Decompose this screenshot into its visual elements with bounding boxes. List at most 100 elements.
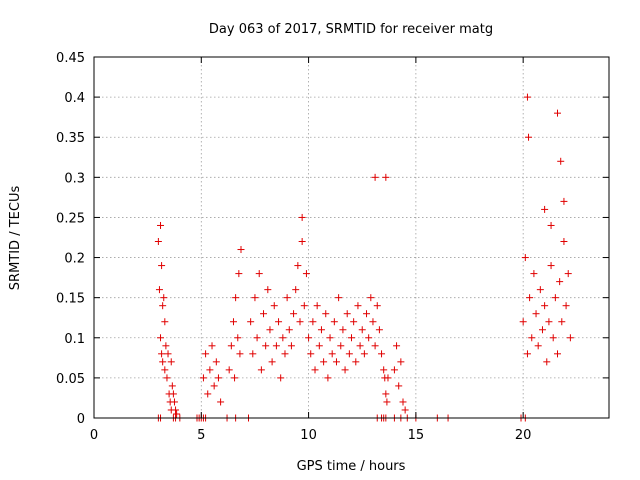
x-tick-label: 20 — [515, 428, 532, 443]
data-point — [296, 318, 304, 326]
data-point — [300, 302, 308, 310]
data-point — [235, 270, 243, 278]
data-point — [532, 310, 540, 318]
data-point — [554, 109, 561, 117]
data-point — [534, 342, 542, 350]
data-point — [365, 334, 373, 342]
data-point — [281, 350, 289, 358]
data-point — [352, 358, 360, 366]
data-point — [390, 366, 398, 374]
data-point — [521, 254, 529, 262]
data-points — [154, 93, 574, 422]
data-point — [397, 358, 405, 366]
data-point — [536, 286, 544, 294]
data-point — [348, 334, 355, 342]
data-point — [268, 358, 276, 366]
data-point — [217, 398, 225, 406]
data-point — [234, 334, 242, 342]
data-point — [229, 318, 237, 326]
data-point — [343, 310, 351, 318]
data-point — [283, 294, 291, 302]
data-point — [538, 326, 546, 334]
x-tick-label: 10 — [300, 428, 317, 443]
data-point — [266, 326, 274, 334]
axis-ticks — [93, 56, 609, 419]
data-point — [285, 326, 293, 334]
data-point — [528, 334, 536, 342]
x-tick-label: 15 — [408, 428, 425, 443]
data-point — [202, 350, 210, 358]
data-point — [384, 374, 392, 382]
data-point — [292, 286, 300, 294]
data-point — [562, 302, 570, 310]
data-point — [557, 157, 565, 165]
data-point — [375, 326, 383, 334]
data-point — [354, 302, 362, 310]
x-tick-label: 0 — [90, 428, 98, 443]
data-point — [294, 262, 302, 270]
data-point — [277, 374, 285, 382]
data-point — [545, 318, 553, 326]
data-point — [212, 358, 220, 366]
data-point — [547, 262, 555, 270]
data-point — [315, 342, 323, 350]
data-point — [232, 294, 240, 302]
data-point — [526, 294, 534, 302]
data-point — [369, 318, 377, 326]
data-point — [270, 302, 278, 310]
data-point — [162, 342, 170, 350]
data-point — [320, 358, 328, 366]
data-point — [225, 366, 233, 374]
y-tick-labels: 0 0.05 0.1 0.15 0.2 0.25 0.3 0.35 0.4 0.45 — [56, 51, 85, 427]
data-point — [393, 342, 401, 350]
data-point — [237, 246, 245, 254]
data-point — [305, 334, 313, 342]
data-point — [373, 302, 381, 310]
data-point — [160, 294, 168, 302]
data-point — [163, 374, 171, 382]
y-tick-label: 0.15 — [56, 292, 85, 307]
data-point — [345, 350, 353, 358]
data-point — [549, 334, 557, 342]
data-point — [170, 398, 178, 406]
data-point — [356, 342, 364, 350]
data-point — [279, 334, 287, 342]
data-point — [199, 374, 207, 382]
data-point — [173, 410, 181, 418]
data-point — [253, 334, 261, 342]
x-tick-label: 5 — [197, 428, 205, 443]
data-point — [371, 173, 379, 181]
data-point — [395, 382, 403, 390]
data-point — [530, 270, 538, 278]
data-point — [249, 350, 257, 358]
data-point — [332, 358, 340, 366]
y-tick-label: 0 — [77, 412, 85, 427]
data-point — [328, 350, 336, 358]
data-point — [227, 342, 235, 350]
data-point — [566, 334, 574, 342]
data-point — [363, 310, 371, 318]
data-point — [164, 350, 172, 358]
data-point — [322, 310, 330, 318]
data-point — [326, 334, 334, 342]
data-point — [298, 238, 306, 246]
data-point — [298, 213, 306, 221]
data-point — [204, 390, 212, 398]
data-point — [309, 318, 317, 326]
data-point — [350, 318, 358, 326]
data-point — [380, 366, 388, 374]
data-point — [551, 294, 559, 302]
data-point — [307, 350, 315, 358]
y-tick-label: 0.2 — [64, 252, 85, 267]
data-point — [378, 350, 386, 358]
data-point — [287, 342, 295, 350]
data-point — [543, 358, 551, 366]
data-point — [290, 310, 298, 318]
data-point — [161, 366, 169, 374]
data-point — [337, 342, 345, 350]
data-point — [154, 238, 162, 246]
data-point — [158, 350, 166, 358]
plot-frame — [93, 56, 610, 419]
data-point — [255, 270, 263, 278]
